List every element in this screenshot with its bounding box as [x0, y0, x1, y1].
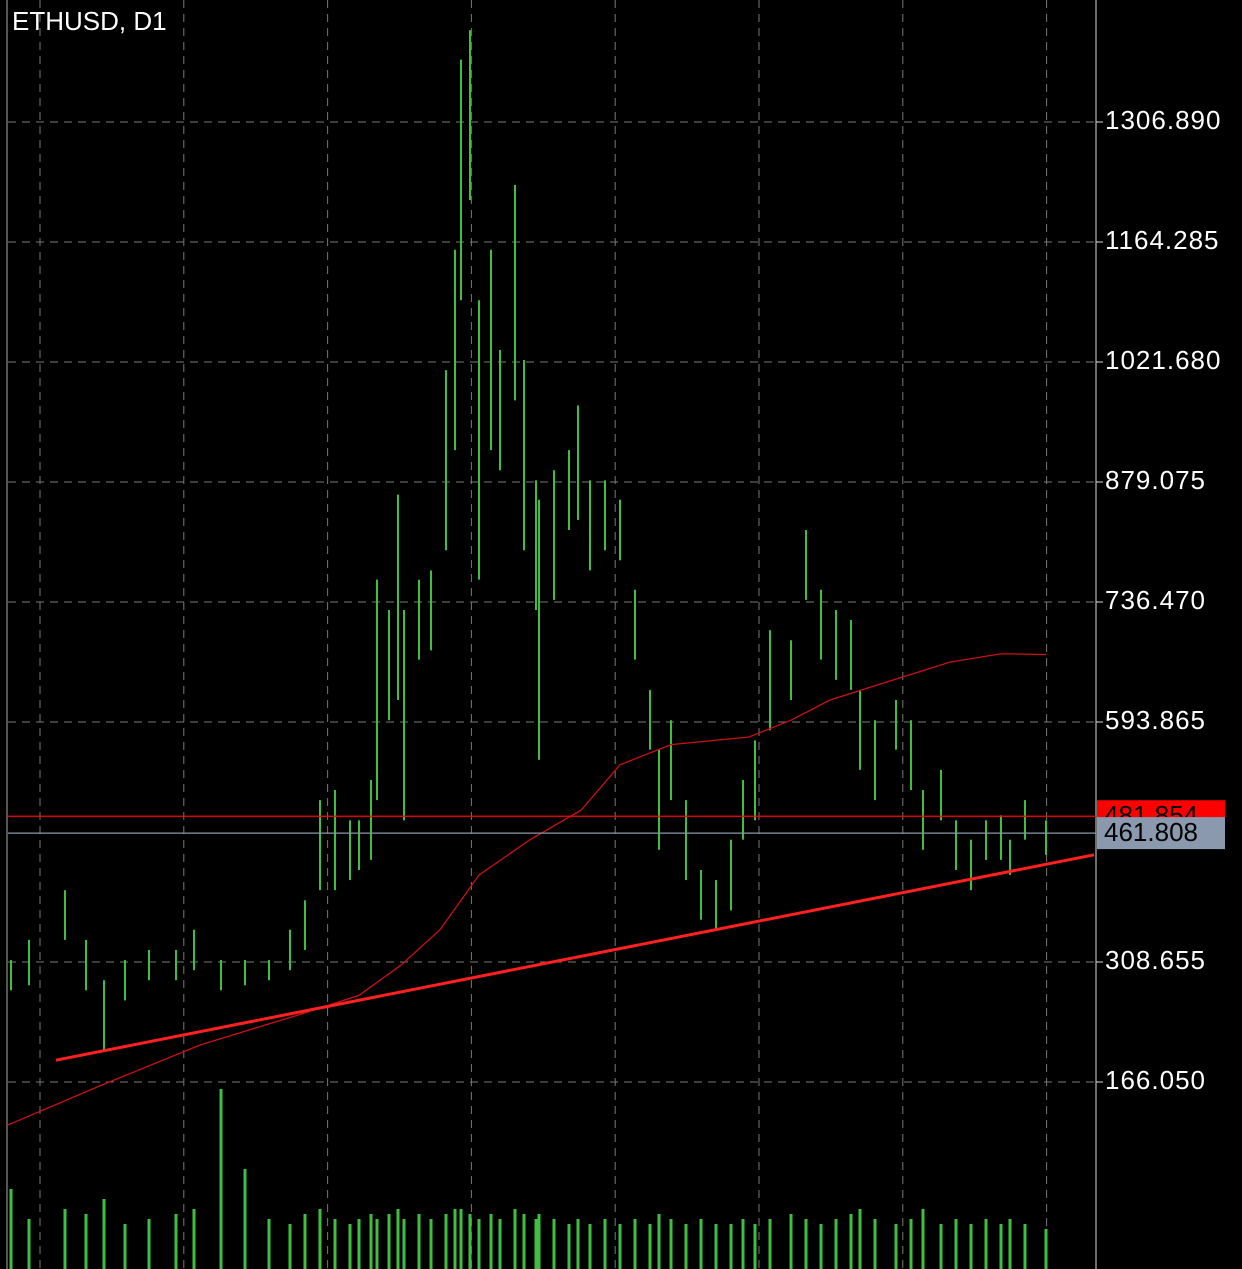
- volume-bar: [984, 1219, 988, 1269]
- volume-bar: [1008, 1219, 1012, 1269]
- volume-bar: [633, 1219, 637, 1269]
- volume-bar: [219, 1089, 223, 1269]
- volume-bar: [102, 1199, 106, 1269]
- volume-bar: [768, 1219, 772, 1269]
- volume-bar: [267, 1219, 271, 1269]
- chart-title: ETHUSD, D1: [12, 6, 167, 36]
- volume-bar: [498, 1219, 502, 1269]
- volume-bar: [1023, 1224, 1027, 1269]
- volume-bar: [369, 1214, 373, 1269]
- volume-bar: [873, 1219, 877, 1269]
- volume-bar: [537, 1214, 541, 1269]
- volume-bar: [123, 1224, 127, 1269]
- volume-bar: [954, 1219, 958, 1269]
- volume-bar: [333, 1219, 337, 1269]
- volume-bar: [9, 1189, 13, 1269]
- volume-bar: [939, 1224, 943, 1269]
- volume-bar: [1044, 1229, 1048, 1269]
- volume-bar: [27, 1219, 31, 1269]
- volume-bar: [576, 1219, 580, 1269]
- y-tick-label: 308.655: [1105, 945, 1206, 975]
- volume-bar: [357, 1219, 361, 1269]
- volume-bar: [318, 1209, 322, 1269]
- volume-bar: [468, 1214, 472, 1269]
- volume-bar: [192, 1209, 196, 1269]
- volume-bar: [669, 1219, 673, 1269]
- price-label: 461.808: [1104, 817, 1198, 847]
- price-label-box: [1097, 817, 1225, 850]
- volume-bar: [489, 1214, 493, 1269]
- y-tick-label: 1164.285: [1105, 225, 1220, 255]
- volume-bar: [603, 1219, 607, 1269]
- volume-bar: [243, 1169, 247, 1269]
- volume-bar: [444, 1214, 448, 1269]
- volume-bar: [684, 1224, 688, 1269]
- volume-bar: [699, 1219, 703, 1269]
- volume-bar: [999, 1224, 1003, 1269]
- volume-bar: [477, 1219, 481, 1269]
- volume-bar: [834, 1219, 838, 1269]
- y-tick-label: 879.075: [1105, 465, 1206, 495]
- volume-bar: [453, 1209, 457, 1269]
- volume-bar: [513, 1209, 517, 1269]
- volume-bar: [921, 1209, 925, 1269]
- volume-bar: [618, 1224, 622, 1269]
- volume-bar: [417, 1214, 421, 1269]
- volume-bar: [288, 1224, 292, 1269]
- volume-bar: [429, 1219, 433, 1269]
- volume-bar: [729, 1224, 733, 1269]
- volume-bar: [147, 1219, 151, 1269]
- y-tick-label: 736.470: [1105, 585, 1206, 615]
- volume-bar: [753, 1224, 757, 1269]
- volume-bar: [804, 1219, 808, 1269]
- trend-line: [55, 853, 1095, 1062]
- volume-bar: [459, 1209, 463, 1269]
- volume-bar: [84, 1214, 88, 1269]
- volume-bar: [174, 1214, 178, 1269]
- volume-bar: [849, 1214, 853, 1269]
- volume-bar: [303, 1214, 307, 1269]
- volume-bar: [909, 1219, 913, 1269]
- volume-bar: [588, 1224, 592, 1269]
- y-tick-label: 593.865: [1105, 705, 1206, 735]
- plot: [7, 0, 1096, 1269]
- volume-bar: [648, 1224, 652, 1269]
- volume-bar: [741, 1219, 745, 1269]
- y-tick-label: 1306.890: [1105, 105, 1221, 135]
- moving-average: [7, 653, 1047, 1126]
- volume-bar: [534, 1219, 538, 1269]
- volume-bar: [387, 1214, 391, 1269]
- volume-bar: [63, 1209, 67, 1269]
- volume-bar: [714, 1224, 718, 1269]
- volume-bar: [969, 1224, 973, 1269]
- volume-bar: [402, 1219, 406, 1269]
- y-tick-label: 1021.680: [1105, 345, 1221, 375]
- volume-bar: [657, 1214, 661, 1269]
- volume-bar: [894, 1224, 898, 1269]
- y-tick-label: 166.050: [1105, 1065, 1206, 1095]
- volume-bar: [552, 1219, 556, 1269]
- volume-bar: [567, 1224, 571, 1269]
- volume-bar: [396, 1209, 400, 1269]
- volume-bar: [858, 1209, 862, 1269]
- volume-bar: [522, 1214, 526, 1269]
- volume-bar: [348, 1224, 352, 1269]
- volume-bar: [819, 1224, 823, 1269]
- volume-bar: [375, 1219, 379, 1269]
- volume-bar: [789, 1214, 793, 1269]
